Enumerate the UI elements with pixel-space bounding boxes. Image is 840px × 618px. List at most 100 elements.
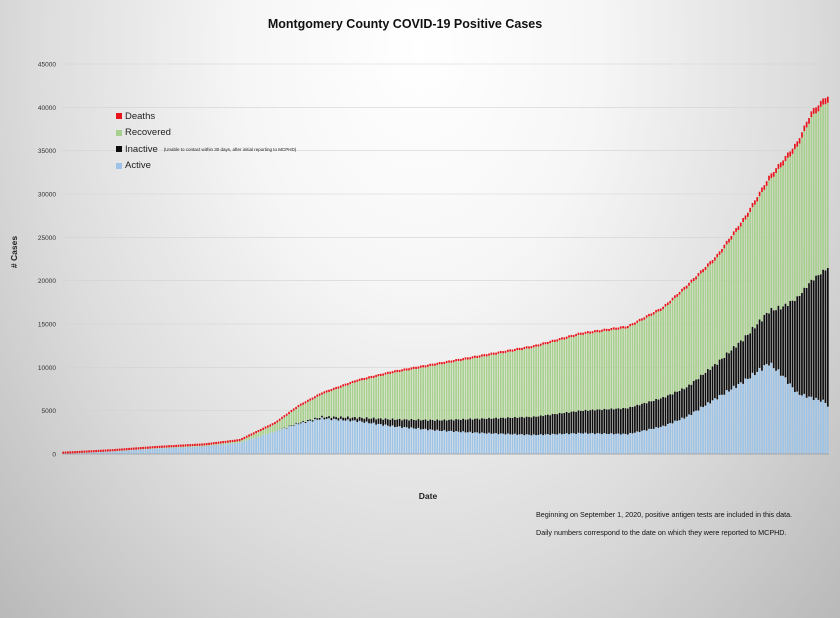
bar-recovered [332, 389, 335, 417]
bar-inactive [652, 400, 655, 429]
y-tick-label: 0 [52, 452, 56, 459]
bar-inactive [290, 425, 293, 427]
bar-active [419, 429, 422, 454]
bar-active [102, 451, 105, 454]
bar-deaths [288, 411, 290, 414]
bar-recovered [182, 446, 185, 448]
bar-deaths [626, 325, 629, 329]
bar-active [111, 451, 114, 454]
bar-inactive [775, 310, 777, 371]
bar-recovered [372, 377, 375, 418]
bar-inactive [744, 335, 747, 379]
bar-recovered [746, 216, 749, 335]
bar-deaths [325, 390, 328, 393]
bar-inactive [408, 420, 410, 429]
bar-active [248, 439, 250, 454]
bar-recovered [457, 361, 460, 420]
bar-active [292, 425, 295, 454]
bar-recovered [412, 368, 415, 420]
bar-active [819, 401, 822, 454]
bar-recovered [725, 244, 728, 353]
bar-inactive [476, 418, 479, 433]
bar-recovered [304, 403, 307, 422]
bar-active [205, 445, 208, 454]
bar-deaths [107, 449, 109, 452]
bar-active [99, 452, 102, 454]
bar-recovered [325, 392, 328, 417]
bar-inactive [441, 420, 443, 432]
bar-deaths [302, 402, 304, 405]
bar-deaths [692, 278, 695, 282]
bar-active [521, 434, 523, 454]
bar-deaths [403, 368, 406, 371]
y-tick-label: 25000 [38, 235, 56, 242]
bar-deaths [149, 446, 152, 449]
bar-active [596, 433, 599, 454]
bar-deaths [490, 352, 493, 355]
bar-deaths [645, 315, 648, 318]
bar-active [81, 452, 83, 454]
bar-inactive [751, 326, 754, 373]
bar-inactive [549, 415, 552, 435]
bar-inactive [565, 411, 568, 434]
bar-recovered [570, 337, 573, 412]
bar-deaths [714, 257, 716, 261]
bar-deaths [396, 369, 399, 373]
bar-inactive [452, 420, 455, 433]
bar-inactive [817, 275, 820, 400]
bar-active [219, 444, 222, 454]
bar-active [751, 372, 754, 454]
bar-recovered [765, 185, 768, 313]
bar-inactive [436, 419, 439, 430]
bar-active [474, 432, 476, 454]
bar-deaths [688, 282, 690, 286]
bar-deaths [488, 353, 490, 356]
bar-deaths [92, 450, 95, 453]
bar-deaths [264, 426, 267, 429]
bar-deaths [175, 444, 177, 448]
bar-inactive [490, 418, 493, 434]
bar-active [276, 430, 279, 454]
bar-inactive [514, 416, 516, 434]
bar-deaths [250, 433, 253, 436]
bar-inactive [328, 416, 330, 419]
bar-active [582, 433, 584, 454]
bar-recovered [528, 348, 530, 417]
bar-recovered [551, 341, 554, 414]
bar-active [730, 389, 733, 454]
bar-inactive [309, 419, 312, 421]
bar-deaths [198, 443, 201, 446]
bar-inactive [363, 418, 366, 423]
bar-recovered [810, 117, 813, 280]
bar-recovered [292, 410, 295, 426]
bar-active [624, 433, 627, 454]
legend-swatch-deaths [116, 113, 122, 120]
bar-recovered [408, 370, 410, 421]
bar-recovered [596, 332, 599, 410]
bar-recovered [255, 433, 257, 438]
bar-deaths [542, 342, 544, 345]
bar-deaths [137, 447, 140, 450]
bar-inactive [664, 397, 667, 427]
bar-recovered [328, 391, 330, 417]
bar-inactive [422, 419, 424, 430]
bar-inactive [314, 417, 316, 420]
bar-deaths [259, 428, 262, 432]
bar-inactive [805, 287, 808, 398]
bar-active [688, 414, 690, 454]
bar-active [405, 427, 408, 454]
bar-active [135, 449, 137, 454]
bar-active [495, 433, 497, 454]
bar-deaths [210, 442, 213, 445]
bar-active [626, 434, 629, 454]
bar-active [699, 406, 702, 454]
bar-recovered [419, 367, 422, 421]
bar-active [379, 424, 382, 454]
bar-active [196, 446, 199, 454]
bar-recovered [784, 161, 787, 304]
bar-deaths [765, 181, 768, 186]
bar-deaths [728, 238, 730, 243]
bar-inactive [507, 417, 509, 434]
bar-active [763, 365, 766, 454]
bar-active [603, 433, 606, 454]
